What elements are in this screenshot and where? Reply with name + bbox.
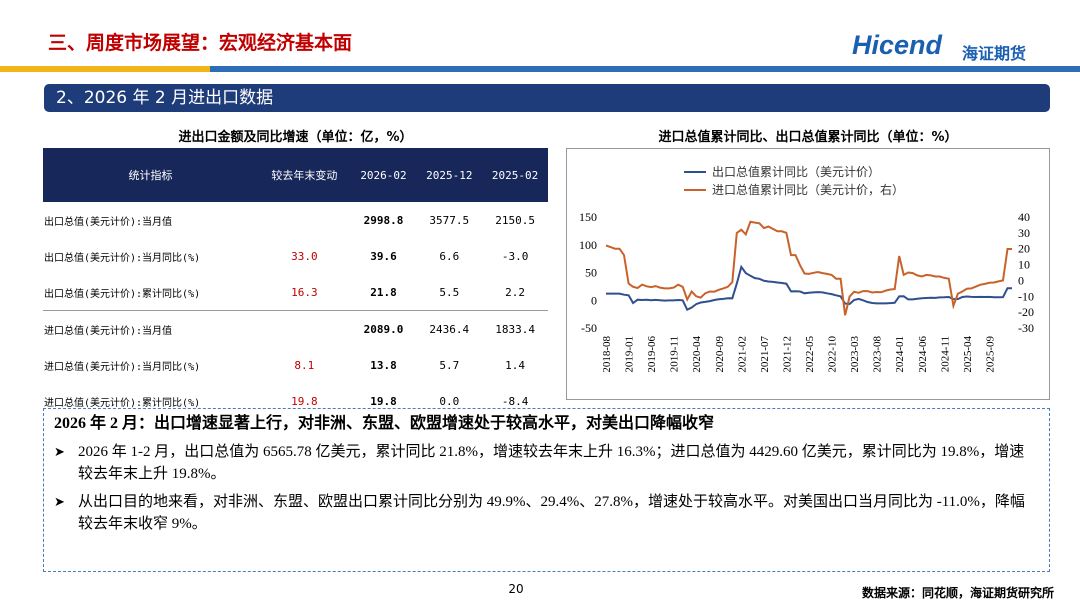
x-tick-label: 2022-05 bbox=[804, 336, 816, 373]
table-cell: 19.8 bbox=[291, 394, 318, 408]
table-header: 统计指标 bbox=[43, 148, 259, 202]
chart-title: 进口总值累计同比、出口总值累计同比（单位：%） bbox=[658, 130, 958, 145]
y-tick-label: 0 bbox=[591, 293, 597, 307]
table-cell: 13.8 bbox=[370, 358, 397, 372]
series-line bbox=[605, 220, 1012, 316]
stripe bbox=[210, 66, 1080, 72]
table-cell: 19.8 bbox=[370, 394, 397, 408]
table-cell: -3.0 bbox=[501, 249, 529, 263]
x-tick-label: 2025-09 bbox=[984, 336, 996, 373]
table-cell: 5.7 bbox=[439, 358, 460, 372]
x-tick-label: 2019-11 bbox=[669, 336, 681, 372]
table-cell: 8.1 bbox=[294, 358, 315, 372]
bullet: ➤ 2026 年 1-2 月，出口总值为 6565.78 亿美元，累计同比 21.… bbox=[54, 441, 1039, 485]
y2-tick-label: -30 bbox=[1018, 321, 1034, 335]
table-cell: 2.2 bbox=[505, 285, 526, 299]
table-row: 出口总值(美元计价):当月同比(%) 33.0 39.6 6.6 -3.0 bbox=[43, 238, 548, 274]
y-tick-label: 50 bbox=[585, 266, 597, 280]
y2-tick-label: -20 bbox=[1018, 305, 1034, 319]
series-line bbox=[606, 264, 1012, 312]
bullet-marker: ➤ bbox=[54, 494, 65, 509]
data-table: 统计指标 较去年末变动 2026-02 2025-12 2025-02 出口总值(美元计价… bbox=[43, 148, 548, 419]
table-cell: 进口总值(美元计价):当月值 bbox=[44, 325, 173, 337]
table-title: 进出口金额及同比增速（单位：亿，%） bbox=[178, 130, 413, 145]
y-tick-label: -50 bbox=[581, 321, 597, 335]
x-tick-label: 2021-02 bbox=[736, 336, 748, 373]
table-header: 2025-12 bbox=[416, 148, 483, 202]
y-tick-label: 100 bbox=[579, 238, 597, 252]
chart-frame bbox=[566, 148, 1050, 400]
table-cell: 进口总值(美元计价):当月同比(%) bbox=[44, 361, 201, 373]
table-row: 出口总值(美元计价):当月值 2998.8 3577.5 2150.5 bbox=[43, 202, 548, 238]
table-cell: 出口总值(美元计价):累计同比(%) bbox=[44, 288, 201, 300]
table-cell: 2150.5 bbox=[495, 213, 535, 227]
y2-tick-label: 0 bbox=[1018, 273, 1024, 287]
x-tick-label: 2023-08 bbox=[872, 336, 884, 373]
table-header: 较去年末变动 bbox=[258, 148, 351, 202]
page-title: 三、周度市场展望：宏观经济基本面 bbox=[48, 32, 353, 54]
x-tick-label: 2021-12 bbox=[781, 336, 793, 373]
legend-label: 出口总值累计同比（美元计价） bbox=[712, 164, 880, 179]
x-tick-label: 2024-11 bbox=[939, 336, 951, 372]
x-tick-label: 2024-01 bbox=[894, 336, 906, 373]
source-note: 数据来源：同花顺，海证期货研究所 bbox=[861, 586, 1054, 600]
table-row: 进口总值(美元计价):当月同比(%) 8.1 13.8 5.7 1.4 bbox=[43, 347, 548, 383]
table-cell: 进口总值(美元计价):累计同比(%) bbox=[44, 397, 201, 409]
table-cell: 1833.4 bbox=[495, 322, 535, 336]
page-number: 20 bbox=[508, 582, 524, 596]
x-tick-label: 2022-10 bbox=[827, 336, 839, 373]
x-tick-label: 2023-03 bbox=[849, 336, 861, 373]
y2-tick-label: 40 bbox=[1018, 210, 1030, 224]
table-cell: 16.3 bbox=[291, 285, 318, 299]
bullet-text: 从出口目的地来看，对非洲、东盟、欧盟出口累计同比分别为 49.9%、29.4%、… bbox=[78, 494, 1025, 532]
table-cell: 2089.0 bbox=[363, 322, 404, 336]
stripe bbox=[0, 66, 210, 72]
table-cell: 0.0 bbox=[439, 394, 460, 408]
company-name: 海证期货 bbox=[962, 44, 1027, 63]
x-tick-label: 2018-08 bbox=[601, 336, 613, 373]
y2-tick-label: 20 bbox=[1018, 242, 1030, 256]
table-header: 2025-02 bbox=[482, 148, 548, 202]
logo: Hicend bbox=[852, 30, 943, 60]
x-tick-label: 2025-04 bbox=[962, 336, 974, 373]
y2-tick-label: 10 bbox=[1018, 258, 1030, 272]
table-cell: 2998.8 bbox=[363, 213, 404, 227]
bullet-marker: ➤ bbox=[54, 444, 65, 459]
table-cell: 2436.4 bbox=[429, 322, 470, 336]
table-row: 进口总值(美元计价):当月值 2089.0 2436.4 1833.4 bbox=[43, 310, 548, 348]
y2-tick-label: 30 bbox=[1018, 226, 1030, 240]
table-header: 2026-02 bbox=[350, 148, 417, 202]
table-row: 出口总值(美元计价):累计同比(%) 16.3 21.8 5.5 2.2 bbox=[43, 274, 548, 311]
table-row: 进口总值(美元计价):累计同比(%) 19.8 19.8 0.0 -8.4 bbox=[43, 383, 548, 419]
table-cell: 21.8 bbox=[370, 285, 397, 299]
table-cell: 出口总值(美元计价):当月值 bbox=[44, 216, 173, 228]
notes-box: 2026 年 2 月：出口增速显著上行，对非洲、东盟、欧盟增速处于较高水平，对美… bbox=[43, 408, 1050, 572]
y-tick-label: 150 bbox=[579, 210, 597, 224]
y2-tick-label: -10 bbox=[1018, 289, 1034, 303]
table-cell: 3577.5 bbox=[429, 213, 470, 227]
x-tick-label: 2021-07 bbox=[759, 336, 771, 373]
table-cell: 33.0 bbox=[291, 249, 318, 263]
table-cell: -8.4 bbox=[501, 394, 529, 408]
x-tick-label: 2024-06 bbox=[917, 336, 929, 373]
bullet: ➤ 从出口目的地来看，对非洲、东盟、欧盟出口累计同比分别为 49.9%、29.4%… bbox=[54, 491, 1039, 535]
table-cell: 1.4 bbox=[505, 358, 526, 372]
legend-label: 进口总值累计同比（美元计价，右） bbox=[712, 182, 904, 197]
table-cell: 5.5 bbox=[439, 285, 460, 299]
table-cell: 39.6 bbox=[370, 249, 397, 263]
x-tick-label: 2020-04 bbox=[691, 336, 703, 373]
bullet-text: 2026 年 1-2 月，出口总值为 6565.78 亿美元，累计同比 21.8… bbox=[78, 444, 1025, 482]
x-tick-label: 2020-09 bbox=[714, 336, 726, 373]
table-cell: 6.6 bbox=[439, 249, 460, 263]
notes-heading: 2026 年 2 月：出口增速显著上行，对非洲、东盟、欧盟增速处于较高水平，对美… bbox=[54, 415, 715, 432]
x-tick-label: 2019-06 bbox=[646, 336, 658, 373]
section-bar: 2、2026 年 2 月进出口数据 bbox=[44, 84, 1050, 112]
table-cell: 出口总值(美元计价):当月同比(%) bbox=[44, 252, 201, 264]
x-tick-label: 2019-01 bbox=[624, 336, 636, 373]
